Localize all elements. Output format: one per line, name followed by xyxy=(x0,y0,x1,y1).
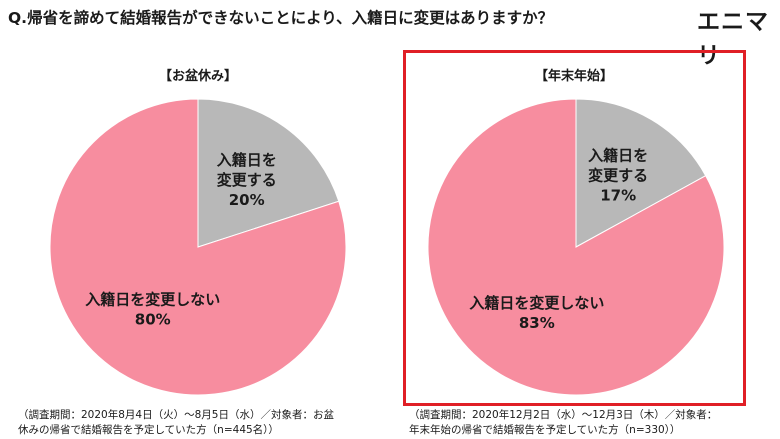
survey-question: Q.帰省を諦めて結婚報告ができないことにより、入籍日に変更はありますか？ xyxy=(8,9,554,27)
chart-title-nenmatsu: 【年末年始】 xyxy=(534,69,613,84)
pie-slice-obon-no-change xyxy=(49,98,347,396)
highlight-frame xyxy=(403,50,746,406)
slice-label-obon-1: 入籍日を変更しない xyxy=(85,290,220,308)
pie-slice-nenmatsu-change xyxy=(575,98,707,248)
data-label-obon-0: 20% xyxy=(229,191,265,209)
slice-label-nenmatsu-0: 入籍日を xyxy=(588,147,648,165)
chart-title-obon: 【お盆休み】 xyxy=(158,69,237,84)
survey-note-nenmatsu: （調査期間：2020年12月2日（水）〜12月3日（木）／対象者： 年末年始の帰… xyxy=(409,408,717,438)
slice-label-obon-0: 変更する xyxy=(217,171,277,189)
pie-slice-nenmatsu-no-change xyxy=(427,98,725,396)
slice-label-nenmatsu-1: 入籍日を変更しない xyxy=(469,294,604,312)
data-label-nenmatsu-0: 17% xyxy=(600,187,636,205)
survey-note-line: 休みの帰省で結婚報告を予定していた方（n=445名）） xyxy=(18,424,279,436)
slice-label-obon-0: 入籍日を xyxy=(217,151,277,169)
survey-note-line: （調査期間：2020年12月2日（水）〜12月3日（木）／対象者： xyxy=(409,409,718,421)
pie-slice-obon-change xyxy=(197,98,340,248)
data-label-obon-1: 80% xyxy=(135,310,171,328)
slice-label-nenmatsu-0: 変更する xyxy=(588,167,648,185)
brand-logo: エニマリ xyxy=(697,9,769,69)
survey-note-obon: （調査期間：2020年8月4日（火）〜8月5日（水）／対象者：お盆 休みの帰省で… xyxy=(18,408,334,438)
survey-note-line: （調査期間：2020年8月4日（火）〜8月5日（水）／対象者：お盆 xyxy=(18,409,334,421)
survey-note-line: 年末年始の帰省で結婚報告を予定していた方（n=330）） xyxy=(409,424,681,436)
data-label-nenmatsu-1: 83% xyxy=(519,314,555,332)
